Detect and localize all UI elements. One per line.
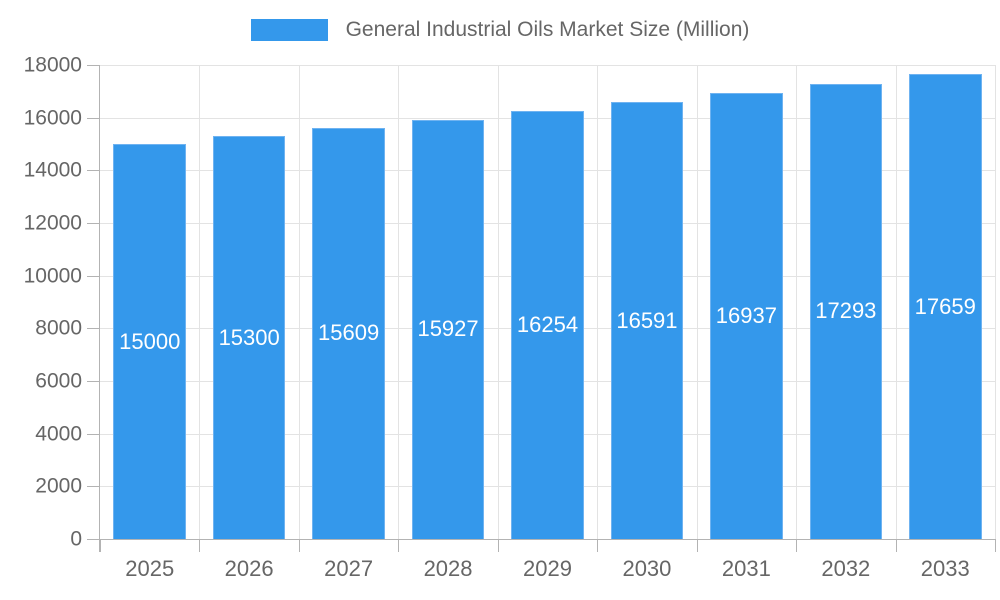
y-axis-tick bbox=[87, 328, 99, 330]
gridline-vertical bbox=[895, 65, 897, 539]
bar-2027[interactable] bbox=[312, 127, 385, 539]
y-tick-label: 18000 bbox=[23, 53, 82, 77]
bar-slot: 16937 bbox=[697, 65, 796, 539]
x-axis-tick bbox=[796, 539, 798, 552]
bar-2030[interactable] bbox=[610, 102, 684, 539]
y-axis-tick bbox=[87, 381, 99, 382]
x-tick-label: 2029 bbox=[523, 556, 572, 581]
y-axis-tick bbox=[87, 170, 99, 172]
y-axis-tick bbox=[87, 117, 99, 119]
bar-2029[interactable] bbox=[511, 110, 584, 539]
y-tick-label: 6000 bbox=[35, 369, 82, 393]
gridline-vertical bbox=[199, 65, 201, 539]
x-axis-tick bbox=[995, 539, 996, 552]
gridline-vertical bbox=[995, 65, 996, 539]
bar-slot: 16254 bbox=[498, 65, 597, 539]
y-axis-tick bbox=[87, 539, 99, 540]
x-axis-tick bbox=[100, 539, 101, 552]
y-tick-label: 12000 bbox=[23, 211, 82, 235]
gridline-vertical bbox=[497, 65, 499, 539]
gridline-horizontal bbox=[100, 65, 995, 66]
bar-2026[interactable] bbox=[212, 136, 286, 539]
gridline-vertical bbox=[796, 65, 798, 539]
y-axis-tick bbox=[87, 275, 99, 277]
x-tick-label: 2026 bbox=[224, 556, 274, 581]
x-axis-tick bbox=[199, 539, 201, 552]
legend-label: General Industrial Oils Market Size (Mil… bbox=[345, 18, 750, 41]
bar-slot: 15000 bbox=[100, 65, 199, 539]
x-axis-tick bbox=[298, 539, 300, 552]
bar-slot: 16591 bbox=[597, 65, 696, 539]
legend-color-swatch bbox=[250, 19, 328, 41]
x-axis-tick bbox=[696, 539, 698, 552]
x-axis-tick bbox=[497, 539, 499, 552]
y-axis-tick bbox=[87, 65, 99, 66]
y-axis-tick bbox=[87, 433, 99, 435]
bar-2033[interactable] bbox=[908, 73, 982, 539]
bar-slot: 17659 bbox=[896, 65, 995, 539]
bar-2031[interactable] bbox=[710, 93, 783, 539]
y-tick-label: 2000 bbox=[35, 474, 82, 498]
x-tick-label: 2030 bbox=[622, 556, 672, 581]
gridline-vertical bbox=[597, 65, 599, 539]
x-tick-label: 2031 bbox=[721, 556, 771, 581]
gridline-vertical bbox=[298, 65, 300, 539]
gridline-vertical bbox=[696, 65, 698, 539]
x-tick-label: 2027 bbox=[324, 556, 374, 581]
x-tick-label: 2025 bbox=[125, 556, 175, 581]
y-axis-labels: 0 2000 4000 6000 8000 10000 12000 14000 16000 180… bbox=[0, 55, 82, 550]
bar-slot: 15609 bbox=[299, 65, 398, 539]
y-tick-label: 0 bbox=[70, 527, 82, 551]
y-axis-tick bbox=[87, 486, 99, 488]
y-tick-label: 8000 bbox=[35, 316, 82, 340]
plot-area: 15000 15300 15609 15927 16254 16591 16937 17293… bbox=[87, 65, 996, 552]
chart-legend[interactable]: General Industrial Oils Market Size (Mil… bbox=[0, 18, 1000, 42]
gridline-vertical bbox=[398, 65, 400, 539]
x-axis-labels: 2025 2026 2027 2028 2029 2030 2031 2032 2033 bbox=[100, 553, 995, 589]
y-axis-tick bbox=[87, 223, 99, 224]
bar-2028[interactable] bbox=[411, 119, 485, 539]
y-tick-label: 14000 bbox=[23, 158, 82, 182]
y-tick-label: 16000 bbox=[23, 106, 82, 130]
x-axis-baseline bbox=[100, 539, 995, 540]
y-tick-label: 10000 bbox=[23, 264, 82, 288]
x-tick-label: 2028 bbox=[423, 556, 473, 581]
x-tick-label: 2033 bbox=[920, 556, 970, 581]
x-axis-tick bbox=[398, 539, 400, 552]
bar-slot: 17293 bbox=[796, 65, 895, 539]
bar-2025[interactable] bbox=[113, 144, 186, 539]
bar-2032[interactable] bbox=[809, 83, 883, 539]
x-tick-label: 2032 bbox=[821, 556, 871, 581]
x-axis-tick bbox=[597, 539, 599, 552]
y-axis-line bbox=[99, 65, 100, 552]
y-tick-label: 4000 bbox=[35, 422, 82, 446]
bar-slot: 15300 bbox=[199, 65, 298, 539]
bar-slot: 15927 bbox=[398, 65, 497, 539]
x-axis-tick bbox=[895, 539, 897, 552]
